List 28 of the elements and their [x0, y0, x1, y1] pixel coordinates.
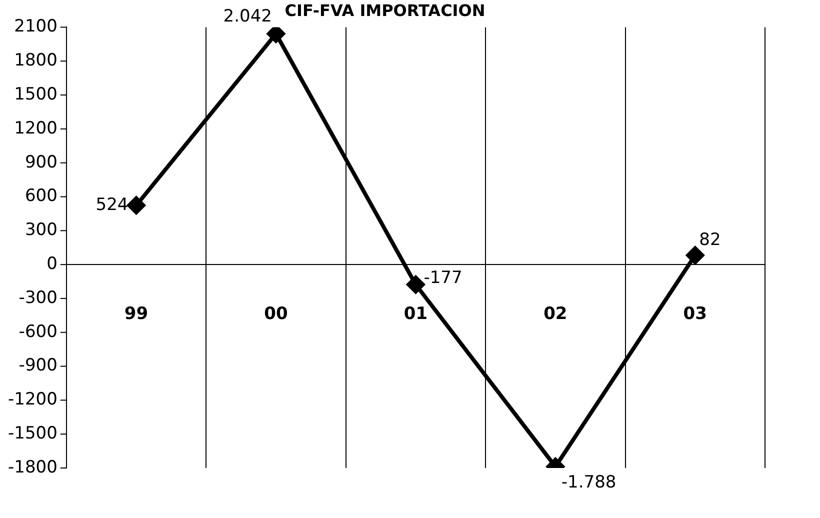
- y-tick-label: -1500: [8, 424, 58, 444]
- point: [406, 276, 425, 294]
- y-tick-label: -1200: [8, 390, 58, 410]
- y-tick-label: 300: [24, 220, 58, 240]
- y-tick-label: 900: [24, 152, 58, 172]
- x-tick-label: 99: [124, 304, 148, 324]
- chart-title: CIF-FVA IMPORTACION: [284, 0, 486, 20]
- data-label: -1.788: [561, 472, 616, 493]
- y-tick-label: 1200: [14, 118, 58, 138]
- data-label: 524: [96, 194, 128, 215]
- data-label: -177: [424, 268, 462, 288]
- x-tick-label: 02: [544, 304, 568, 324]
- x-tick-label: 01: [404, 304, 428, 324]
- y-tick-label: -900: [18, 356, 58, 376]
- y-tick-label: -1800: [8, 457, 58, 478]
- y-tick-label: -600: [18, 322, 58, 342]
- y-tick-label: 2100: [14, 16, 58, 37]
- y-tick-label: 1500: [14, 84, 58, 104]
- y-tick-label: 0: [46, 254, 58, 274]
- y-tick-label: 600: [24, 186, 58, 206]
- data-label: 82: [699, 230, 721, 250]
- y-tick-label: 1800: [14, 50, 58, 71]
- data-label: 2.042: [223, 6, 272, 27]
- x-tick-label: 00: [264, 304, 288, 324]
- y-tick-label: -300: [18, 288, 58, 308]
- x-tick-label: 03: [683, 304, 707, 324]
- point: [127, 196, 146, 214]
- point: [686, 246, 704, 264]
